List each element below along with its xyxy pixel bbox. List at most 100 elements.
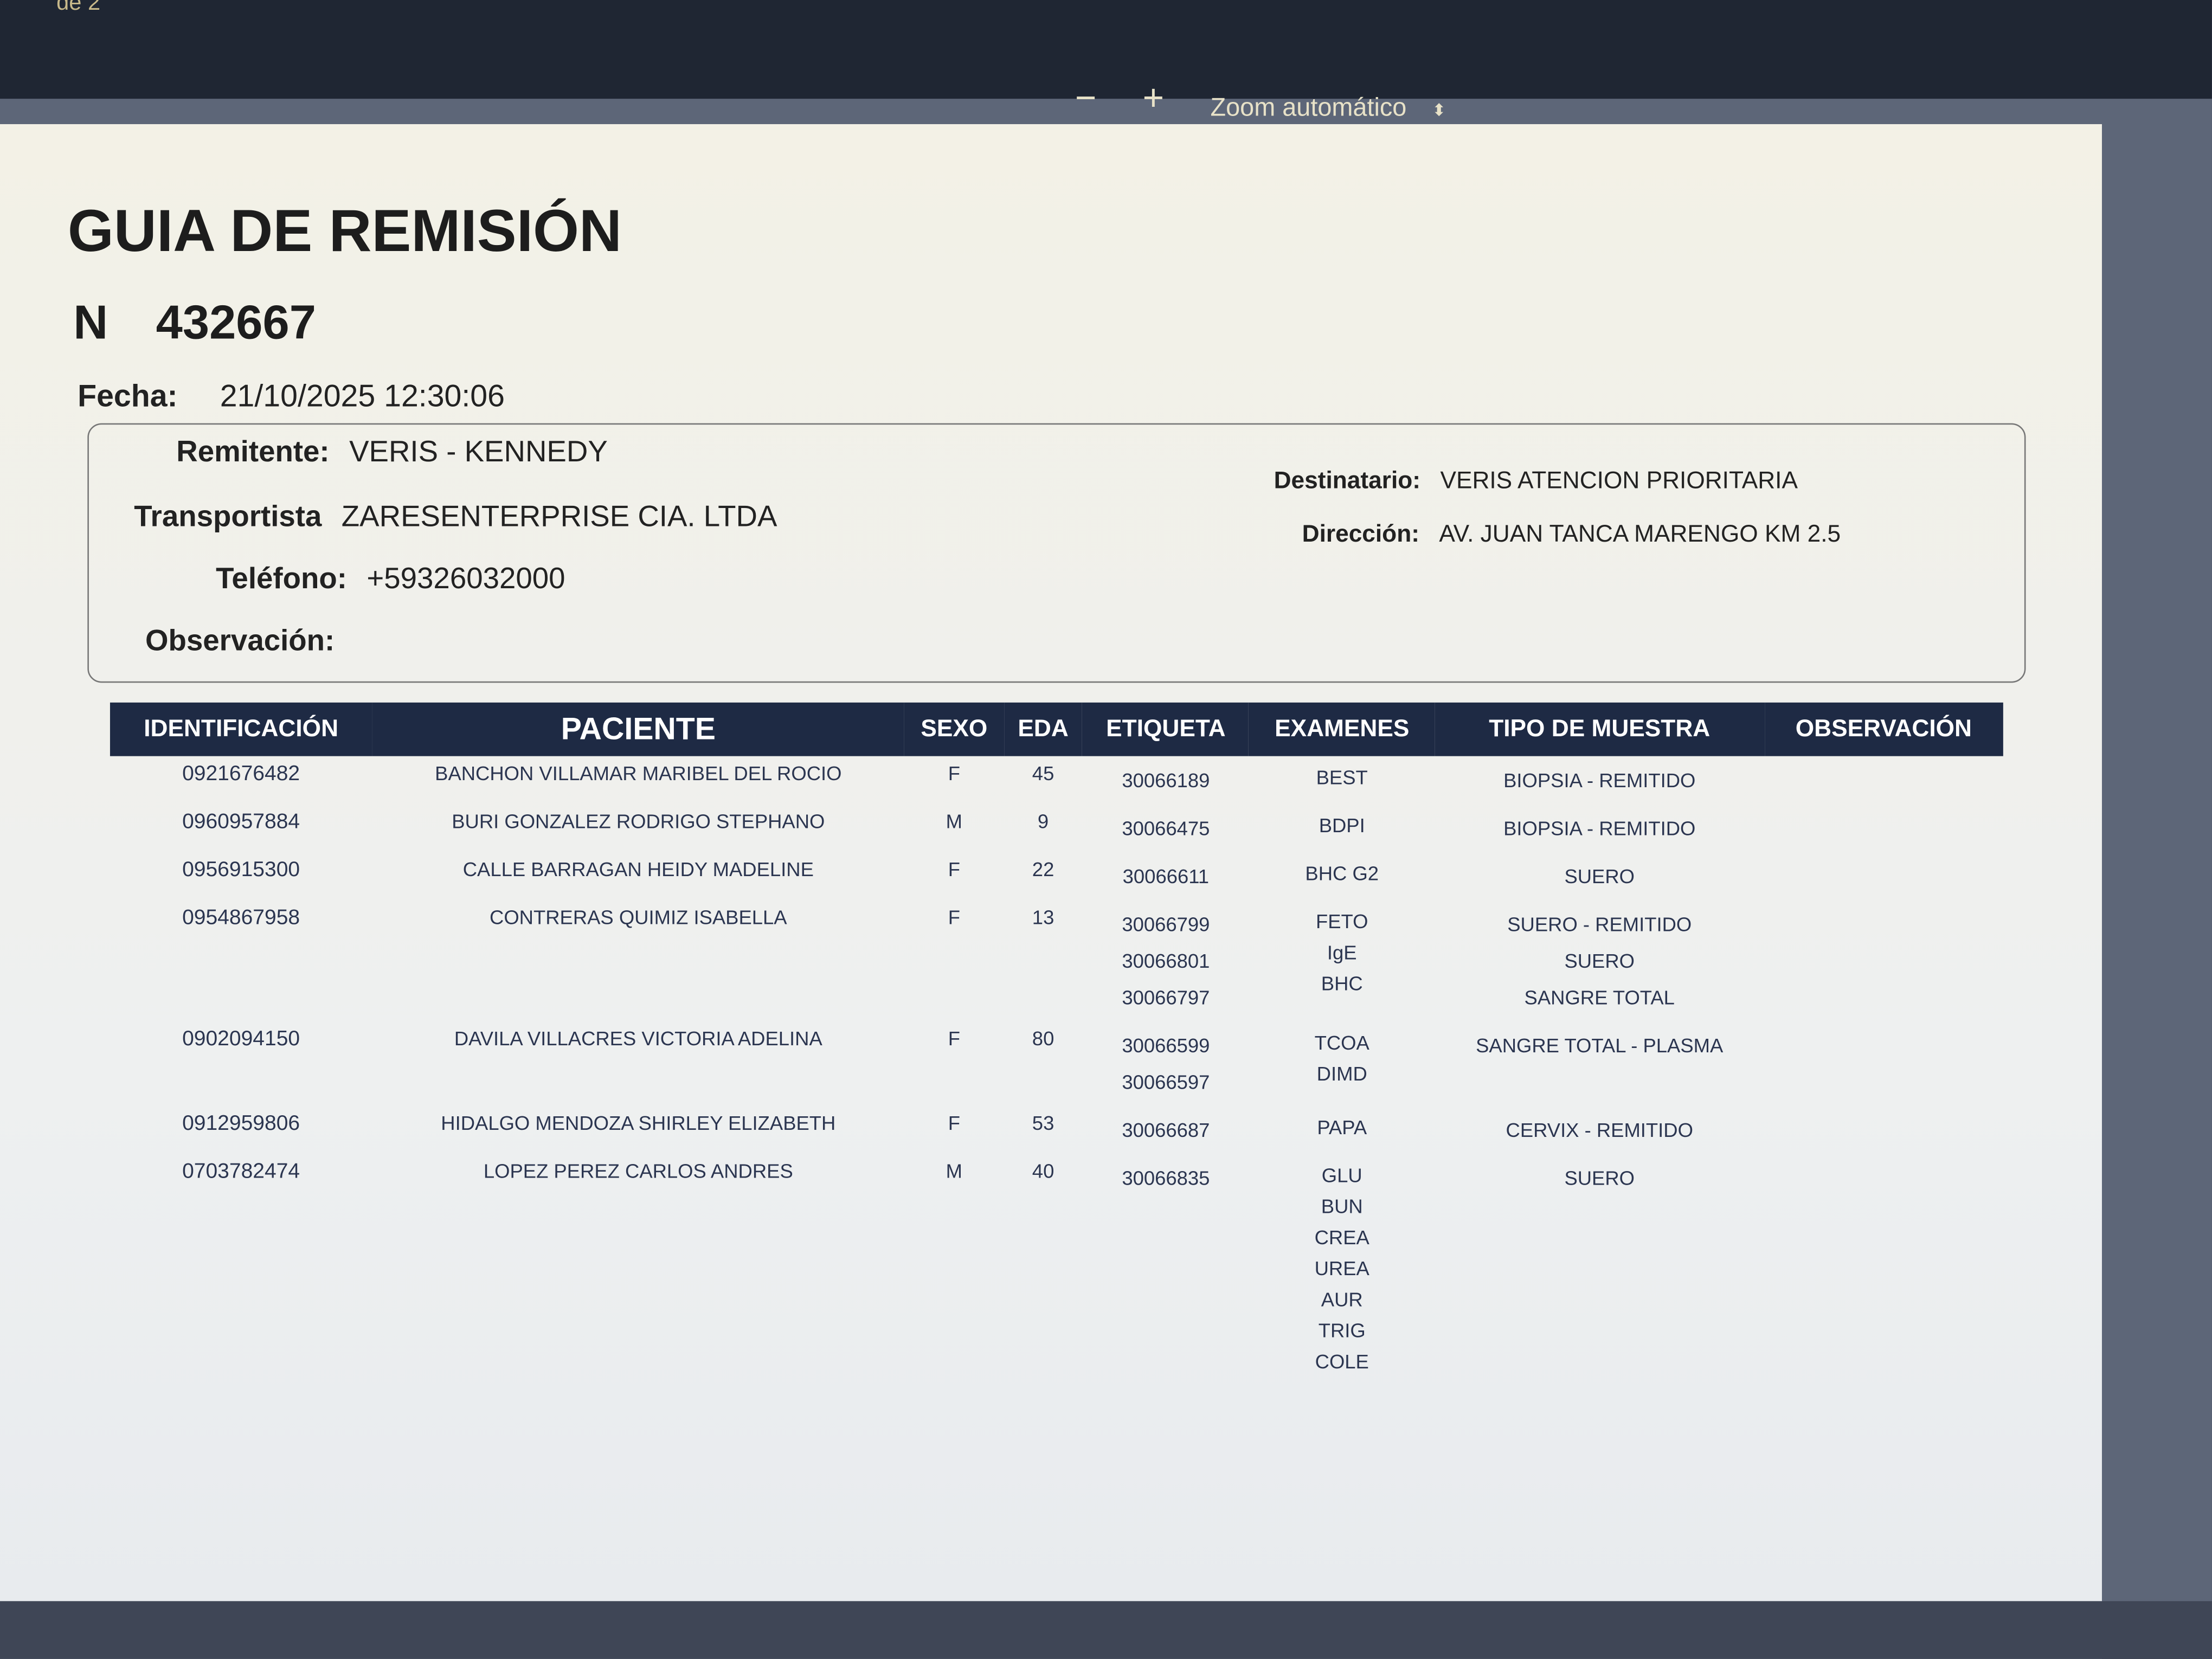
cell-tipo-muestra-item: CERVIX - REMITIDO xyxy=(1506,1118,1693,1142)
cell-identificacion: 0921676482 xyxy=(182,762,300,786)
cell-etiqueta: 30066799 30066801 30066797 xyxy=(1083,900,1249,1021)
zoom-select[interactable]: Zoom automático ⬍ xyxy=(1211,93,1446,123)
cell-observacion xyxy=(1764,804,2003,852)
cell-etiqueta: 30066611 xyxy=(1083,852,1249,900)
cell-sexo: F xyxy=(948,858,960,880)
destinatario-value: VERIS ATENCION PRIORITARIA xyxy=(1440,467,1798,494)
transportista-label: Transportista xyxy=(134,500,322,533)
cell-identificacion: 0703782474 xyxy=(182,1159,300,1184)
document-title: GUIA DE REMISIÓN xyxy=(67,197,622,264)
taskbar xyxy=(0,1601,2212,1659)
cell-sexo: F xyxy=(948,1027,960,1050)
direccion-value: AV. JUAN TANCA MARENGO KM 2.5 xyxy=(1439,520,1841,548)
cell-examenes-item: BHC G2 xyxy=(1305,861,1379,885)
cell-edad: 9 xyxy=(1037,809,1049,833)
cell-observacion xyxy=(1764,1106,2003,1154)
cell-edad: 53 xyxy=(1032,1111,1054,1135)
zoom-select-label: Zoom automático xyxy=(1210,93,1407,121)
cell-etiqueta-item: 30066189 xyxy=(1122,769,1210,792)
zoom-in-button[interactable]: + xyxy=(1142,76,1165,119)
cell-tipo-muestra: SUERO xyxy=(1435,852,1764,900)
observacion-label: Observación: xyxy=(145,625,335,658)
number-value: 432667 xyxy=(156,296,316,350)
transportista: Transportista ZARESENTERPRISE CIA. LTDA xyxy=(134,501,777,535)
cell-etiqueta-item: 30066801 xyxy=(1122,949,1210,972)
telefono: Teléfono: +59326032000 xyxy=(216,563,565,596)
header-box: Remitente: VERIS - KENNEDY Transportista Z… xyxy=(87,423,2026,683)
col-paciente: PACIENTE xyxy=(561,711,716,747)
cell-etiqueta-item: 30066799 xyxy=(1122,912,1210,936)
cell-edad: 13 xyxy=(1032,905,1054,929)
cell-tipo-muestra-item: SUERO xyxy=(1564,865,1635,888)
cell-etiqueta-item: 30066475 xyxy=(1122,816,1210,840)
cell-edad: 40 xyxy=(1032,1159,1054,1182)
table-row: 0902094150 DAVILA VILLACRES VICTORIA ADEL… xyxy=(110,1021,2003,1106)
cell-etiqueta: 30066687 xyxy=(1083,1106,1249,1154)
cell-examenes-item: BDPI xyxy=(1319,814,1365,837)
col-examenes: EXAMENES xyxy=(1275,715,1410,742)
cell-examenes: BDPI xyxy=(1249,804,1435,852)
table-row: 0956915300 CALLE BARRAGAN HEIDY MADELINE F… xyxy=(110,852,2003,900)
cell-examenes-item: TRIG xyxy=(1318,1319,1366,1342)
cell-examenes-item: BEST xyxy=(1316,766,1368,789)
col-observacion: OBSERVACIÓN xyxy=(1795,715,1972,742)
cell-tipo-muestra-item: SANGRE TOTAL xyxy=(1524,986,1675,1009)
cell-paciente: HIDALGO MENDOZA SHIRLEY ELIZABETH xyxy=(441,1111,836,1135)
cell-sexo: F xyxy=(948,762,960,785)
table-row: 0954867958 CONTRERAS QUIMIZ ISABELLA F 13 30… xyxy=(110,900,2003,1021)
cell-sexo: M xyxy=(946,1159,963,1182)
zoom-out-button[interactable]: − xyxy=(1075,76,1097,119)
cell-tipo-muestra: SANGRE TOTAL - PLASMA xyxy=(1435,1021,1764,1106)
col-etiqueta: ETIQUETA xyxy=(1106,715,1226,742)
cell-examenes-item: IgE xyxy=(1327,941,1357,964)
cell-etiqueta-item: 30066597 xyxy=(1122,1070,1210,1094)
col-sexo: SEXO xyxy=(921,715,988,742)
cell-paciente: BANCHON VILLAMAR MARIBEL DEL ROCIO xyxy=(435,762,842,785)
cell-paciente: CALLE BARRAGAN HEIDY MADELINE xyxy=(462,858,814,880)
cell-identificacion: 0960957884 xyxy=(182,809,300,834)
cell-sexo: M xyxy=(946,809,963,833)
direccion-label: Dirección: xyxy=(1302,520,1419,548)
cell-observacion xyxy=(1764,1154,2003,1382)
number-label: N xyxy=(73,296,108,350)
cell-examenes-item: CREA xyxy=(1314,1226,1369,1249)
cell-tipo-muestra-item: BIOPSIA - REMITIDO xyxy=(1503,769,1696,792)
table-row: 0703782474 LOPEZ PEREZ CARLOS ANDRES M 40 30… xyxy=(110,1154,2003,1382)
cell-sexo: F xyxy=(948,905,960,929)
cell-tipo-muestra: BIOPSIA - REMITIDO xyxy=(1435,756,1764,804)
table-body: 0921676482 BANCHON VILLAMAR MARIBEL DEL R… xyxy=(110,756,2003,1382)
cell-etiqueta-item: 30066611 xyxy=(1122,865,1210,888)
page-indicator: de 2 xyxy=(56,0,101,16)
table-row: 0960957884 BURI GONZALEZ RODRIGO STEPHANO… xyxy=(110,804,2003,852)
transportista-value: ZARESENTERPRISE CIA. LTDA xyxy=(341,500,777,533)
table-header: IDENTIFICACIÓN PACIENTE SEXO EDA ETIQUET… xyxy=(110,702,2003,756)
cell-edad: 45 xyxy=(1032,762,1054,785)
cell-examenes-item: BUN xyxy=(1321,1194,1363,1218)
cell-identificacion: 0954867958 xyxy=(182,905,300,930)
fecha: Fecha: 21/10/2025 12:30:06 xyxy=(78,378,505,415)
cell-observacion xyxy=(1764,852,2003,900)
cell-examenes: BHC G2 xyxy=(1249,852,1435,900)
cell-examenes-item: FETO xyxy=(1315,910,1368,933)
samples-table: IDENTIFICACIÓN PACIENTE SEXO EDA ETIQUET… xyxy=(110,702,2003,1382)
cell-tipo-muestra: SUERO xyxy=(1435,1154,1764,1382)
cell-identificacion: 0902094150 xyxy=(182,1027,300,1051)
updown-icon: ⬍ xyxy=(1432,100,1446,120)
cell-tipo-muestra-item: SUERO xyxy=(1564,1166,1635,1189)
telefono-label: Teléfono: xyxy=(216,563,347,596)
cell-examenes: FETO IgE BHC xyxy=(1249,900,1435,1021)
telefono-value: +59326032000 xyxy=(366,563,565,596)
cell-examenes-item: BHC xyxy=(1321,972,1363,995)
cell-etiqueta-item: 30066687 xyxy=(1122,1118,1210,1142)
cell-etiqueta: 30066189 xyxy=(1083,756,1249,804)
direccion: Dirección: AV. JUAN TANCA MARENGO KM 2.5 xyxy=(1302,520,1841,549)
cell-etiqueta: 30066475 xyxy=(1083,804,1249,852)
cell-etiqueta: 30066599 30066597 xyxy=(1083,1021,1249,1106)
pdf-page: GUIA DE REMISIÓN N 432667 Fecha: 21/10/202… xyxy=(0,124,2102,1659)
cell-examenes: TCOA DIMD xyxy=(1249,1021,1435,1106)
cell-tipo-muestra: SUERO - REMITIDO SUERO SANGRE TOTAL xyxy=(1435,900,1764,1021)
cell-examenes-item: COLE xyxy=(1315,1350,1369,1373)
cell-paciente: LOPEZ PEREZ CARLOS ANDRES xyxy=(483,1159,793,1182)
remitente-label: Remitente: xyxy=(176,436,330,468)
remitente-value: VERIS - KENNEDY xyxy=(349,436,608,468)
